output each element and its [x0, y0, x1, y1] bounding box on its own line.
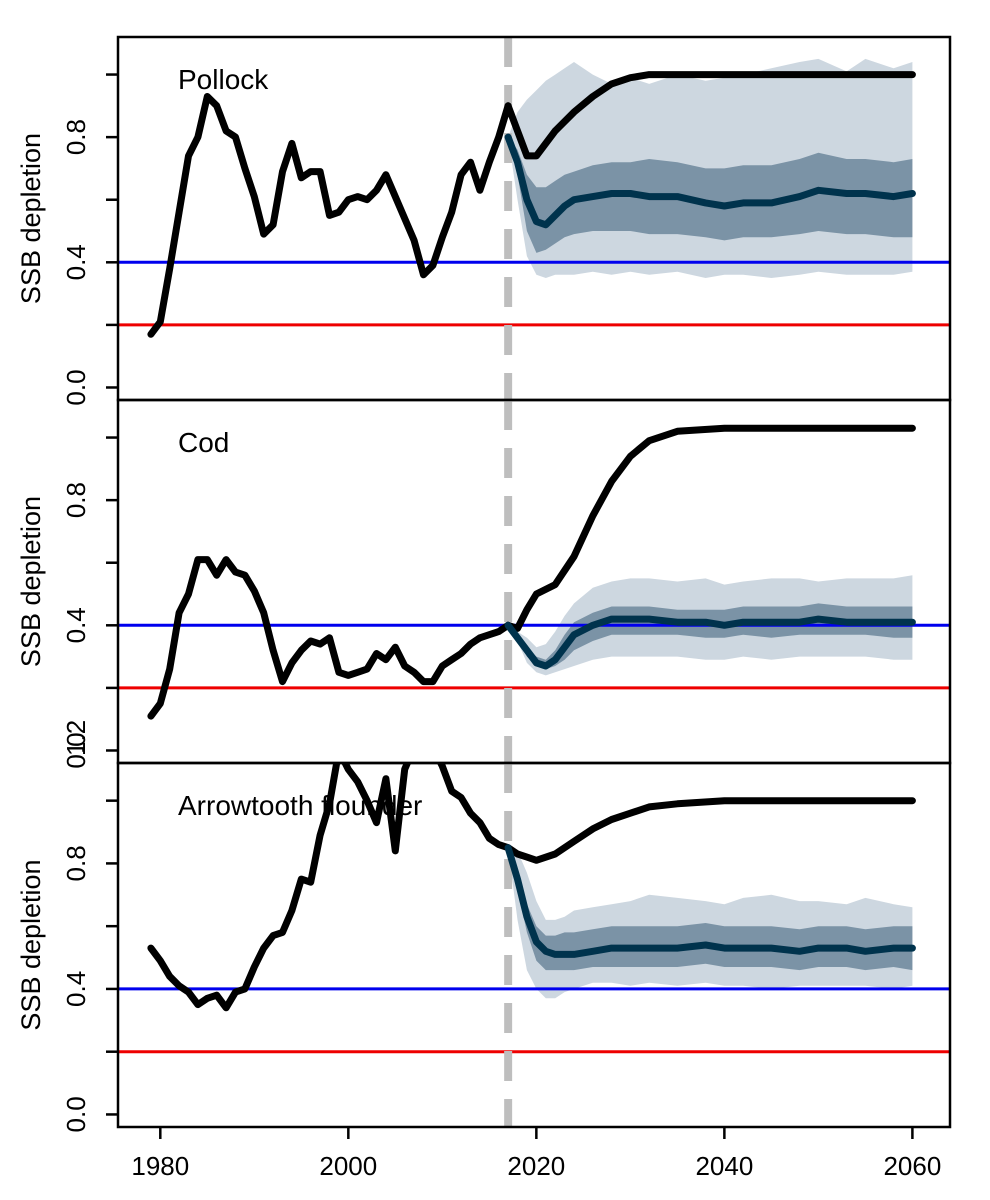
y-tick-label: 0.4	[61, 607, 91, 643]
panel-cod: Cod 0.0 0.4 0.8 SSB depletion	[16, 398, 952, 769]
y-tick-label: 0.4	[61, 244, 91, 280]
history-line	[147, 93, 512, 338]
y-tick-label: 0.0	[61, 732, 91, 768]
panel-arrowtooth-flounder: Arrowtooth flounder 0.0 0.4 0.8 1.2 SSB deple…	[16, 720, 952, 1132]
x-tick-label: 2020	[507, 1151, 565, 1181]
panel-pollock: Pollock 0.0 0.4 0.8 SSB depletion	[16, 35, 952, 406]
y-tick-label: 0.8	[61, 119, 91, 155]
y-tick-label: 0.8	[61, 482, 91, 518]
y-tick-label: 0.8	[61, 845, 91, 881]
y-tick-label: 0.4	[61, 971, 91, 1007]
x-tick-label: 1980	[131, 1151, 189, 1181]
inner-interval-band	[508, 137, 913, 253]
median-projection-line	[504, 133, 916, 229]
x-tick-label: 2060	[883, 1151, 941, 1181]
history-line	[147, 763, 512, 1012]
median-projection-line	[504, 615, 916, 670]
median-projection-line	[504, 844, 916, 958]
y-axis-label: SSB depletion	[16, 133, 46, 304]
unfished-projection-line	[504, 424, 916, 632]
y-axis-label: SSB depletion	[16, 859, 46, 1030]
panel-frame	[116, 761, 952, 1129]
panel-label: Arrowtooth flounder	[178, 790, 422, 821]
x-tick-label: 2040	[695, 1151, 753, 1181]
y-tick-label: 0.0	[61, 1096, 91, 1132]
history-line	[147, 556, 512, 720]
y-axis-label: SSB depletion	[16, 496, 46, 667]
y-tick-label: 1.2	[61, 720, 91, 756]
x-tick-label: 2000	[319, 1151, 377, 1181]
outer-interval-band	[508, 847, 913, 999]
y-tick-label: 0.0	[61, 369, 91, 405]
panel-label: Cod	[178, 427, 229, 458]
panel-label: Pollock	[178, 64, 269, 95]
inner-interval-band	[508, 847, 913, 971]
unfished-projection-line	[504, 797, 916, 864]
unfished-projection-line	[504, 71, 916, 160]
